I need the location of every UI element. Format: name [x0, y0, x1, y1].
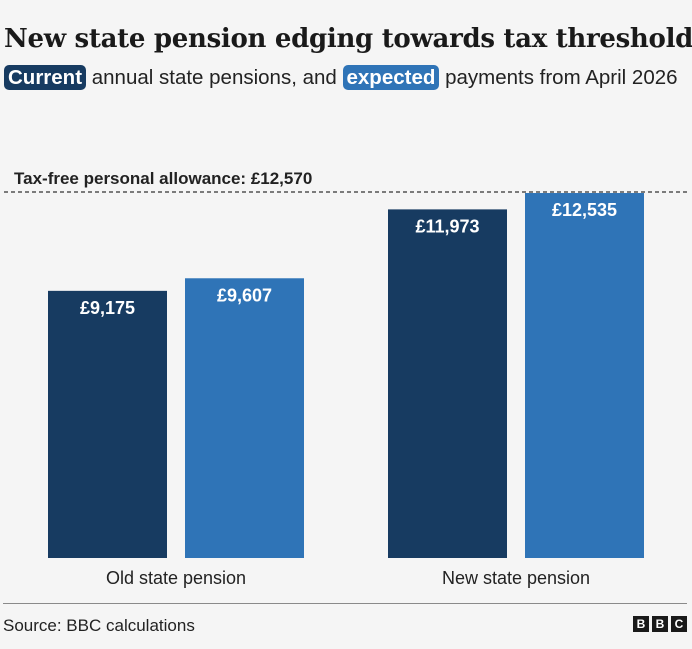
category-label: Old state pension — [106, 568, 246, 588]
footer-divider — [3, 603, 687, 604]
legend-current-pill: Current — [4, 65, 87, 90]
chart-title: New state pension edging towards tax thr… — [4, 24, 692, 54]
bar-chart: Tax-free personal allowance: £12,570 £9,1… — [4, 169, 688, 588]
chart-subtitle: Current annual state pensions, and expec… — [4, 64, 688, 91]
bar-value-label: £11,973 — [415, 216, 479, 236]
bbc-logo: B B C — [633, 616, 687, 632]
bar-expected — [185, 278, 304, 558]
subtitle-text-end: payments from April 2026 — [439, 66, 678, 89]
logo-letter: B — [633, 616, 649, 632]
source-note: Source: BBC calculations — [3, 616, 195, 635]
bar-value-label: £9,607 — [217, 285, 272, 305]
logo-letter: C — [671, 616, 687, 632]
bar-value-label: £9,175 — [80, 298, 135, 318]
legend-expected-pill: expected — [342, 65, 440, 90]
allowance-reference-label: Tax-free personal allowance: £12,570 — [14, 169, 312, 188]
subtitle-text-mid: annual state pensions, and — [86, 66, 343, 89]
bar-value-label: £12,535 — [552, 200, 617, 220]
bar-expected — [525, 193, 644, 558]
bar-current — [48, 290, 167, 558]
category-label: New state pension — [442, 568, 590, 588]
bar-current — [388, 209, 507, 558]
logo-letter: B — [652, 616, 668, 632]
